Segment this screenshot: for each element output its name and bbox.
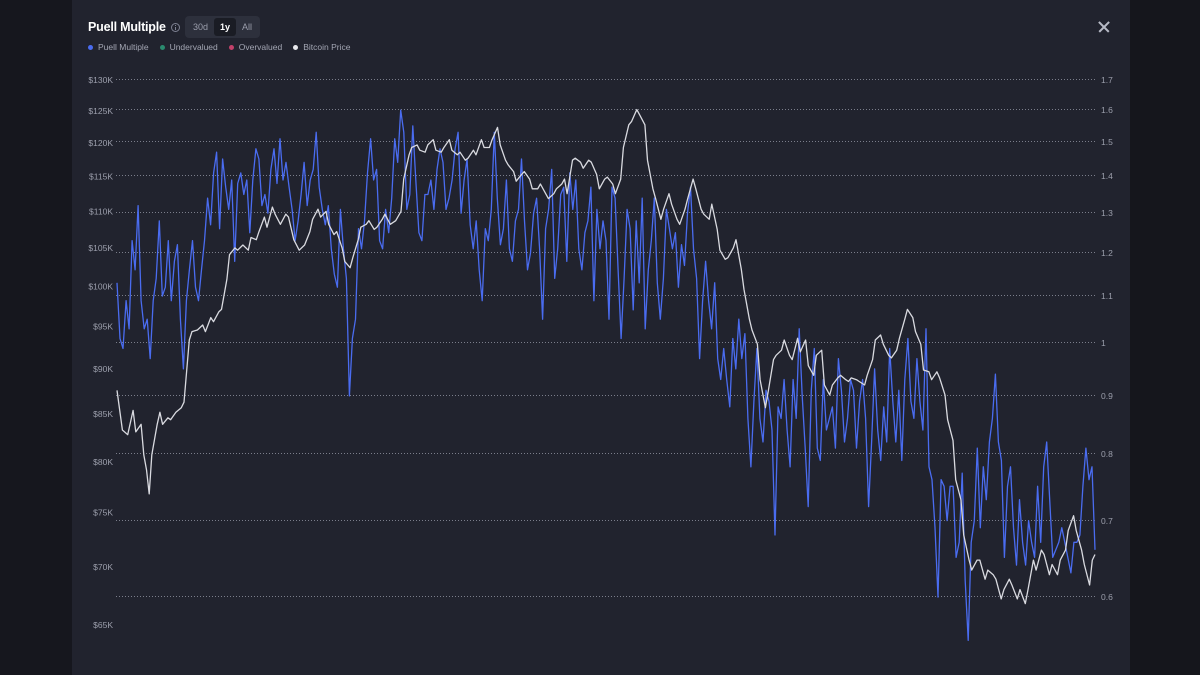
svg-text:1.4: 1.4: [1101, 171, 1113, 181]
svg-text:$90K: $90K: [93, 364, 113, 374]
range-selector: 30d 1y All: [185, 16, 261, 38]
legend-label: Undervalued: [169, 42, 218, 52]
legend-dot-icon: [228, 44, 234, 50]
svg-text:1.1: 1.1: [1101, 291, 1113, 301]
legend-dot-icon: [293, 44, 299, 50]
puell-multiple-line: [116, 109, 1096, 641]
legend-item-bitcoin-price[interactable]: Bitcoin Price: [293, 42, 350, 52]
legend-label: Puell Multiple: [98, 42, 149, 52]
svg-text:$75K: $75K: [93, 508, 113, 518]
backdrop-left: [0, 0, 72, 675]
right-axis-puell: 1.7 1.6 1.5 1.4 1.3 1.2 1.1 1 0.9 0.8 0.7 0.6: [1101, 75, 1113, 602]
svg-text:$125K: $125K: [88, 106, 113, 116]
legend-label: Bitcoin Price: [303, 42, 351, 52]
svg-text:1.5: 1.5: [1101, 137, 1113, 147]
svg-text:0.9: 0.9: [1101, 391, 1113, 401]
svg-text:$95K: $95K: [93, 322, 113, 332]
svg-text:$115K: $115K: [89, 171, 113, 181]
left-axis-price: $130K $125K $120K $115K $110K $105K $100K $95K $…: [88, 75, 113, 630]
chart-panel: Puell Multiple 30d 1y All Puell Multiple…: [72, 0, 1130, 675]
svg-text:$120K: $120K: [88, 138, 113, 148]
svg-text:$65K: $65K: [93, 620, 113, 630]
svg-text:$105K: $105K: [88, 243, 113, 253]
svg-text:0.8: 0.8: [1101, 449, 1113, 459]
legend-dot-icon: [88, 44, 93, 50]
range-1y-button[interactable]: 1y: [214, 18, 237, 36]
svg-text:1.3: 1.3: [1101, 208, 1113, 218]
svg-text:0.7: 0.7: [1101, 516, 1113, 526]
svg-text:$100K: $100K: [88, 281, 113, 291]
svg-text:$85K: $85K: [93, 409, 113, 419]
range-30d-button[interactable]: 30d: [193, 22, 209, 32]
svg-text:1.6: 1.6: [1101, 105, 1113, 115]
legend-item-overvalued[interactable]: Overvalued: [228, 42, 283, 52]
svg-text:1.2: 1.2: [1101, 248, 1113, 258]
svg-text:$110K: $110K: [89, 206, 113, 216]
gridlines: [116, 79, 1095, 597]
bitcoin-price-line: [116, 108, 1096, 605]
legend-label: Overvalued: [238, 42, 283, 52]
legend: Puell Multiple Undervalued Overvalued Bi…: [88, 41, 361, 53]
legend-item-undervalued[interactable]: Undervalued: [159, 42, 218, 52]
range-all-button[interactable]: All: [242, 22, 253, 32]
chart-title: Puell Multiple: [88, 20, 166, 34]
legend-dot-icon: [159, 44, 165, 50]
info-icon[interactable]: [170, 22, 180, 32]
svg-text:$130K: $130K: [88, 75, 113, 85]
legend-item-puell-multiple[interactable]: Puell Multiple: [88, 42, 149, 52]
svg-text:$70K: $70K: [93, 562, 113, 572]
backdrop-right: [1130, 0, 1200, 675]
svg-text:1: 1: [1101, 338, 1106, 348]
svg-text:1.7: 1.7: [1101, 75, 1113, 85]
title-row: Puell Multiple: [88, 16, 180, 38]
svg-text:$80K: $80K: [93, 457, 113, 467]
svg-text:0.6: 0.6: [1101, 592, 1113, 602]
